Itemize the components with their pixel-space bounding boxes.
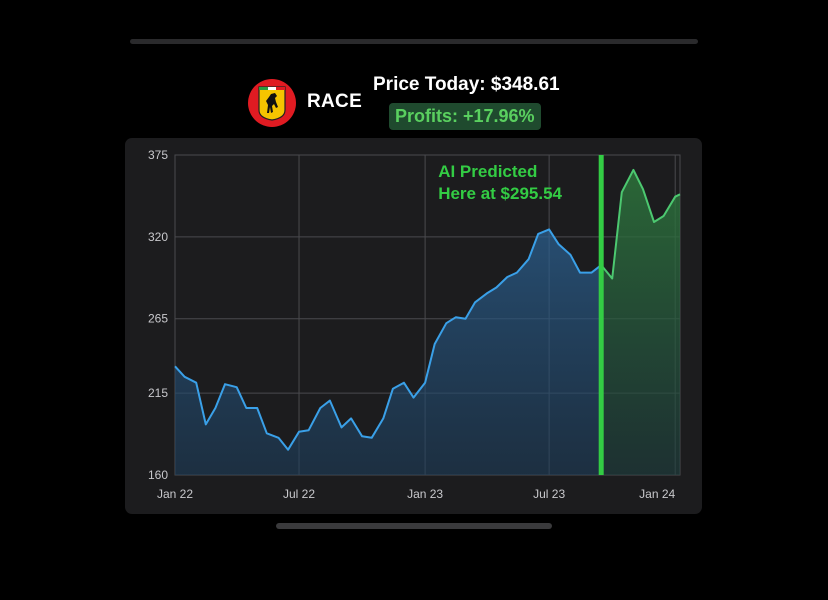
ticker-symbol: RACE <box>307 91 363 112</box>
area-after-prediction <box>601 169 680 475</box>
y-tick-label: 320 <box>148 230 168 244</box>
price-today: Price Today: $348.61 <box>373 74 560 95</box>
top-status-bar <box>130 39 698 44</box>
x-tick-label: Jul 23 <box>533 487 565 501</box>
y-tick-label: 215 <box>148 386 168 400</box>
y-axis-ticks: 160 215 265 320 375 <box>148 148 168 482</box>
chart-area-fill <box>175 169 680 475</box>
profits-badge: Profits: +17.96% <box>389 103 541 130</box>
home-indicator[interactable] <box>276 523 552 529</box>
x-axis-ticks: Jan 22 Jul 22 Jan 23 Jul 23 Jan 24 <box>157 487 676 501</box>
y-tick-label: 160 <box>148 468 168 482</box>
x-tick-label: Jan 23 <box>407 487 443 501</box>
company-logo <box>248 79 296 127</box>
y-tick-label: 265 <box>148 312 168 326</box>
prediction-label-line1: AI Predicted <box>438 162 537 181</box>
area-before-prediction <box>175 229 602 475</box>
prancing-horse-logo-icon <box>258 86 286 121</box>
y-tick-label: 375 <box>148 148 168 162</box>
x-tick-label: Jan 22 <box>157 487 193 501</box>
x-tick-label: Jan 24 <box>639 487 675 501</box>
price-chart-svg: AI Predicted Here at $295.54 160 215 265 32… <box>148 148 681 501</box>
prediction-label-line2: Here at $295.54 <box>438 184 562 203</box>
x-tick-label: Jul 22 <box>283 487 315 501</box>
price-chart: AI Predicted Here at $295.54 160 215 265 32… <box>125 138 702 514</box>
